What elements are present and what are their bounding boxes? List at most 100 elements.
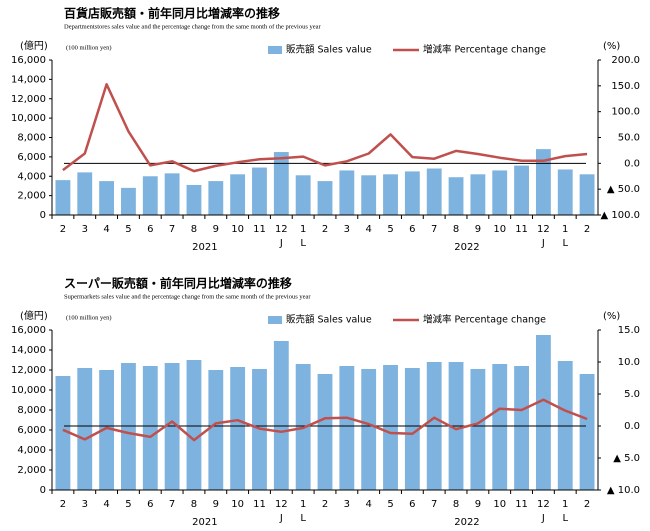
year-mark: L — [562, 513, 568, 524]
y-tick-label: 6,000 — [17, 152, 46, 163]
x-tick-label: 5 — [125, 224, 131, 235]
x-tick-label: 3 — [82, 224, 88, 235]
year-mark: L — [300, 513, 306, 524]
bar — [339, 170, 355, 215]
bar — [77, 172, 93, 215]
legend-label: 販売額 Sales value — [286, 44, 372, 56]
bar — [273, 341, 289, 490]
x-tick-label: 10 — [493, 499, 506, 510]
chart-subtitle: Departmentstores sales value and the per… — [64, 23, 321, 30]
year-mark: J — [541, 238, 545, 249]
bar — [186, 184, 202, 215]
y-tick-label: 8,000 — [17, 405, 46, 416]
x-tick-label: 7 — [431, 224, 437, 235]
y-tick-label: 4,000 — [17, 445, 46, 456]
bar — [383, 365, 398, 490]
x-tick-label: 3 — [344, 224, 350, 235]
x-tick-label: 2 — [322, 224, 328, 235]
x-tick-label: 2 — [322, 499, 328, 510]
bar — [55, 376, 71, 490]
bar — [535, 149, 551, 215]
bar — [492, 170, 508, 215]
x-tick-label: 4 — [365, 499, 371, 510]
x-tick-label: 1 — [300, 224, 306, 235]
y2-tick-label: 150.0 — [611, 81, 640, 92]
bar — [142, 176, 158, 215]
x-tick-label: 11 — [253, 499, 266, 510]
x-tick-label: 10 — [231, 224, 244, 235]
line — [62, 398, 588, 442]
y-tick-label: 10,000 — [11, 113, 46, 124]
bar — [295, 175, 311, 215]
legend-label: 増減率 Percentage change — [423, 44, 546, 56]
x-tick-label: 5 — [125, 499, 131, 510]
y-tick-label: 8,000 — [17, 133, 46, 144]
x-tick-label: 1 — [562, 224, 568, 235]
y-unit-en: (100 million yen) — [66, 44, 112, 51]
x-tick-label: 4 — [365, 224, 371, 235]
x-tick-label: 9 — [475, 224, 481, 235]
x-tick-label: 10 — [493, 224, 506, 235]
bar — [361, 369, 377, 490]
y2-tick-label: ▲ 50.0 — [607, 184, 640, 195]
x-tick-label: 7 — [169, 499, 175, 510]
y-tick-label: 0 — [40, 485, 46, 496]
y2-tick-label: 50.0 — [618, 133, 640, 144]
y-tick-label: 16,000 — [11, 325, 46, 336]
x-tick-label: 7 — [431, 499, 437, 510]
legend-swatch — [268, 46, 282, 54]
x-tick-label: 1 — [300, 499, 306, 510]
x-tick-label: 12 — [537, 224, 550, 235]
bar — [230, 174, 246, 215]
x-tick-label: 1 — [562, 499, 568, 510]
y-tick-label: 0 — [40, 210, 46, 221]
x-tick-label: 8 — [453, 499, 459, 510]
year-mark: L — [562, 238, 568, 249]
year-mark: J — [279, 513, 283, 524]
y-tick-label: 16,000 — [11, 55, 46, 66]
year-label: 2022 — [454, 517, 479, 528]
bar — [448, 177, 464, 215]
x-tick-label: 6 — [147, 224, 153, 235]
year-mark: L — [300, 238, 306, 249]
x-tick-label: 5 — [387, 499, 393, 510]
bar — [470, 369, 486, 490]
x-tick-label: 4 — [103, 499, 109, 510]
bar — [579, 374, 595, 490]
bar — [77, 368, 93, 490]
y2-tick-label: 0.0 — [624, 421, 640, 432]
x-tick-label: 9 — [213, 224, 219, 235]
x-tick-label: 2 — [584, 224, 590, 235]
y2-tick-label: 100.0 — [611, 107, 640, 118]
bar — [514, 366, 529, 490]
y-tick-label: 2,000 — [17, 465, 46, 476]
y2-tick-label: ▲ 10.0 — [607, 485, 640, 496]
year-label: 2021 — [192, 242, 217, 253]
y2-tick-label: 0.0 — [624, 158, 640, 169]
x-tick-label: 2 — [584, 499, 590, 510]
x-tick-label: 4 — [103, 224, 109, 235]
bar — [317, 181, 333, 215]
bar — [492, 364, 508, 490]
y2-unit: (%) — [603, 41, 620, 52]
legend-label: 増減率 Percentage change — [423, 314, 546, 326]
x-tick-label: 12 — [275, 224, 288, 235]
x-tick-label: 12 — [275, 499, 288, 510]
bar — [208, 181, 224, 215]
x-tick-label: 11 — [515, 224, 528, 235]
bar — [557, 169, 573, 215]
bar — [121, 187, 136, 215]
y-tick-label: 12,000 — [11, 94, 46, 105]
y2-tick-label: 10.0 — [618, 357, 640, 368]
y-unit: (億円) — [20, 309, 48, 322]
chart-title: スーパー販売額・前年同月比増減率の推移 — [64, 276, 292, 291]
chart-subtitle: Supermarkets sales value and the percent… — [64, 293, 311, 300]
bar — [208, 370, 224, 490]
legend-label: 販売額 Sales value — [286, 314, 372, 326]
bar — [535, 335, 551, 490]
bar — [470, 174, 486, 215]
x-tick-label: 8 — [191, 499, 197, 510]
bar — [383, 174, 398, 215]
y-tick-label: 12,000 — [11, 365, 46, 376]
